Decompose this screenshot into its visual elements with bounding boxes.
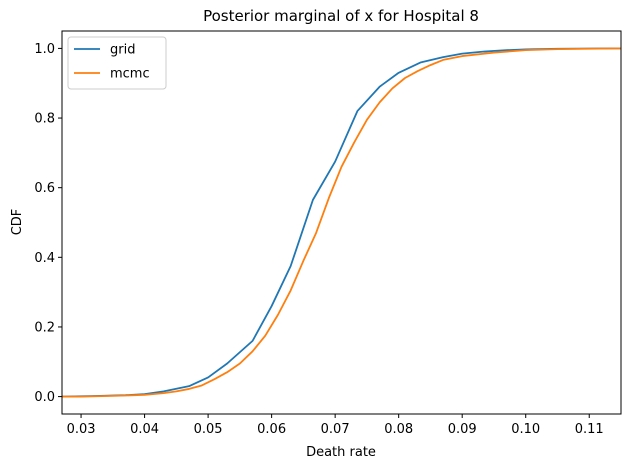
y-tick-label: 0.0 (34, 390, 55, 405)
x-tick-label: 0.06 (257, 422, 286, 437)
y-axis-label: CDF (10, 209, 25, 236)
series-line-mcmc (62, 47, 622, 398)
legend-box (67, 36, 167, 90)
y-tick-label: 0.2 (34, 320, 55, 335)
series-layer (61, 47, 622, 398)
chart-title: Posterior marginal of x for Hospital 8 (203, 7, 479, 25)
legend: grid mcmc (67, 36, 167, 90)
y-tick-label: 0.8 (34, 112, 55, 127)
y-tick-label: 1.0 (34, 42, 55, 57)
series-line-grid (61, 47, 622, 398)
legend-label-grid: grid (110, 43, 135, 58)
x-tick-label: 0.05 (194, 422, 223, 437)
plot-frame (61, 30, 622, 415)
legend-label-mcmc: mcmc (110, 67, 150, 82)
y-tick-label: 0.4 (34, 251, 55, 266)
x-tick-label: 0.09 (448, 422, 477, 437)
x-axis: 0.03 0.04 0.05 0.06 0.07 0.08 0.09 0.10 0.11 (67, 414, 604, 437)
x-tick-label: 0.10 (511, 422, 540, 437)
x-tick-label: 0.04 (130, 422, 159, 437)
x-tick-label: 0.03 (67, 422, 96, 437)
x-axis-label: Death rate (306, 445, 376, 460)
x-tick-label: 0.07 (321, 422, 350, 437)
x-tick-label: 0.08 (384, 422, 413, 437)
x-tick-label: 0.11 (575, 422, 604, 437)
y-tick-label: 0.6 (34, 181, 55, 196)
y-axis: 0.0 0.2 0.4 0.6 0.8 1.0 (34, 42, 62, 405)
